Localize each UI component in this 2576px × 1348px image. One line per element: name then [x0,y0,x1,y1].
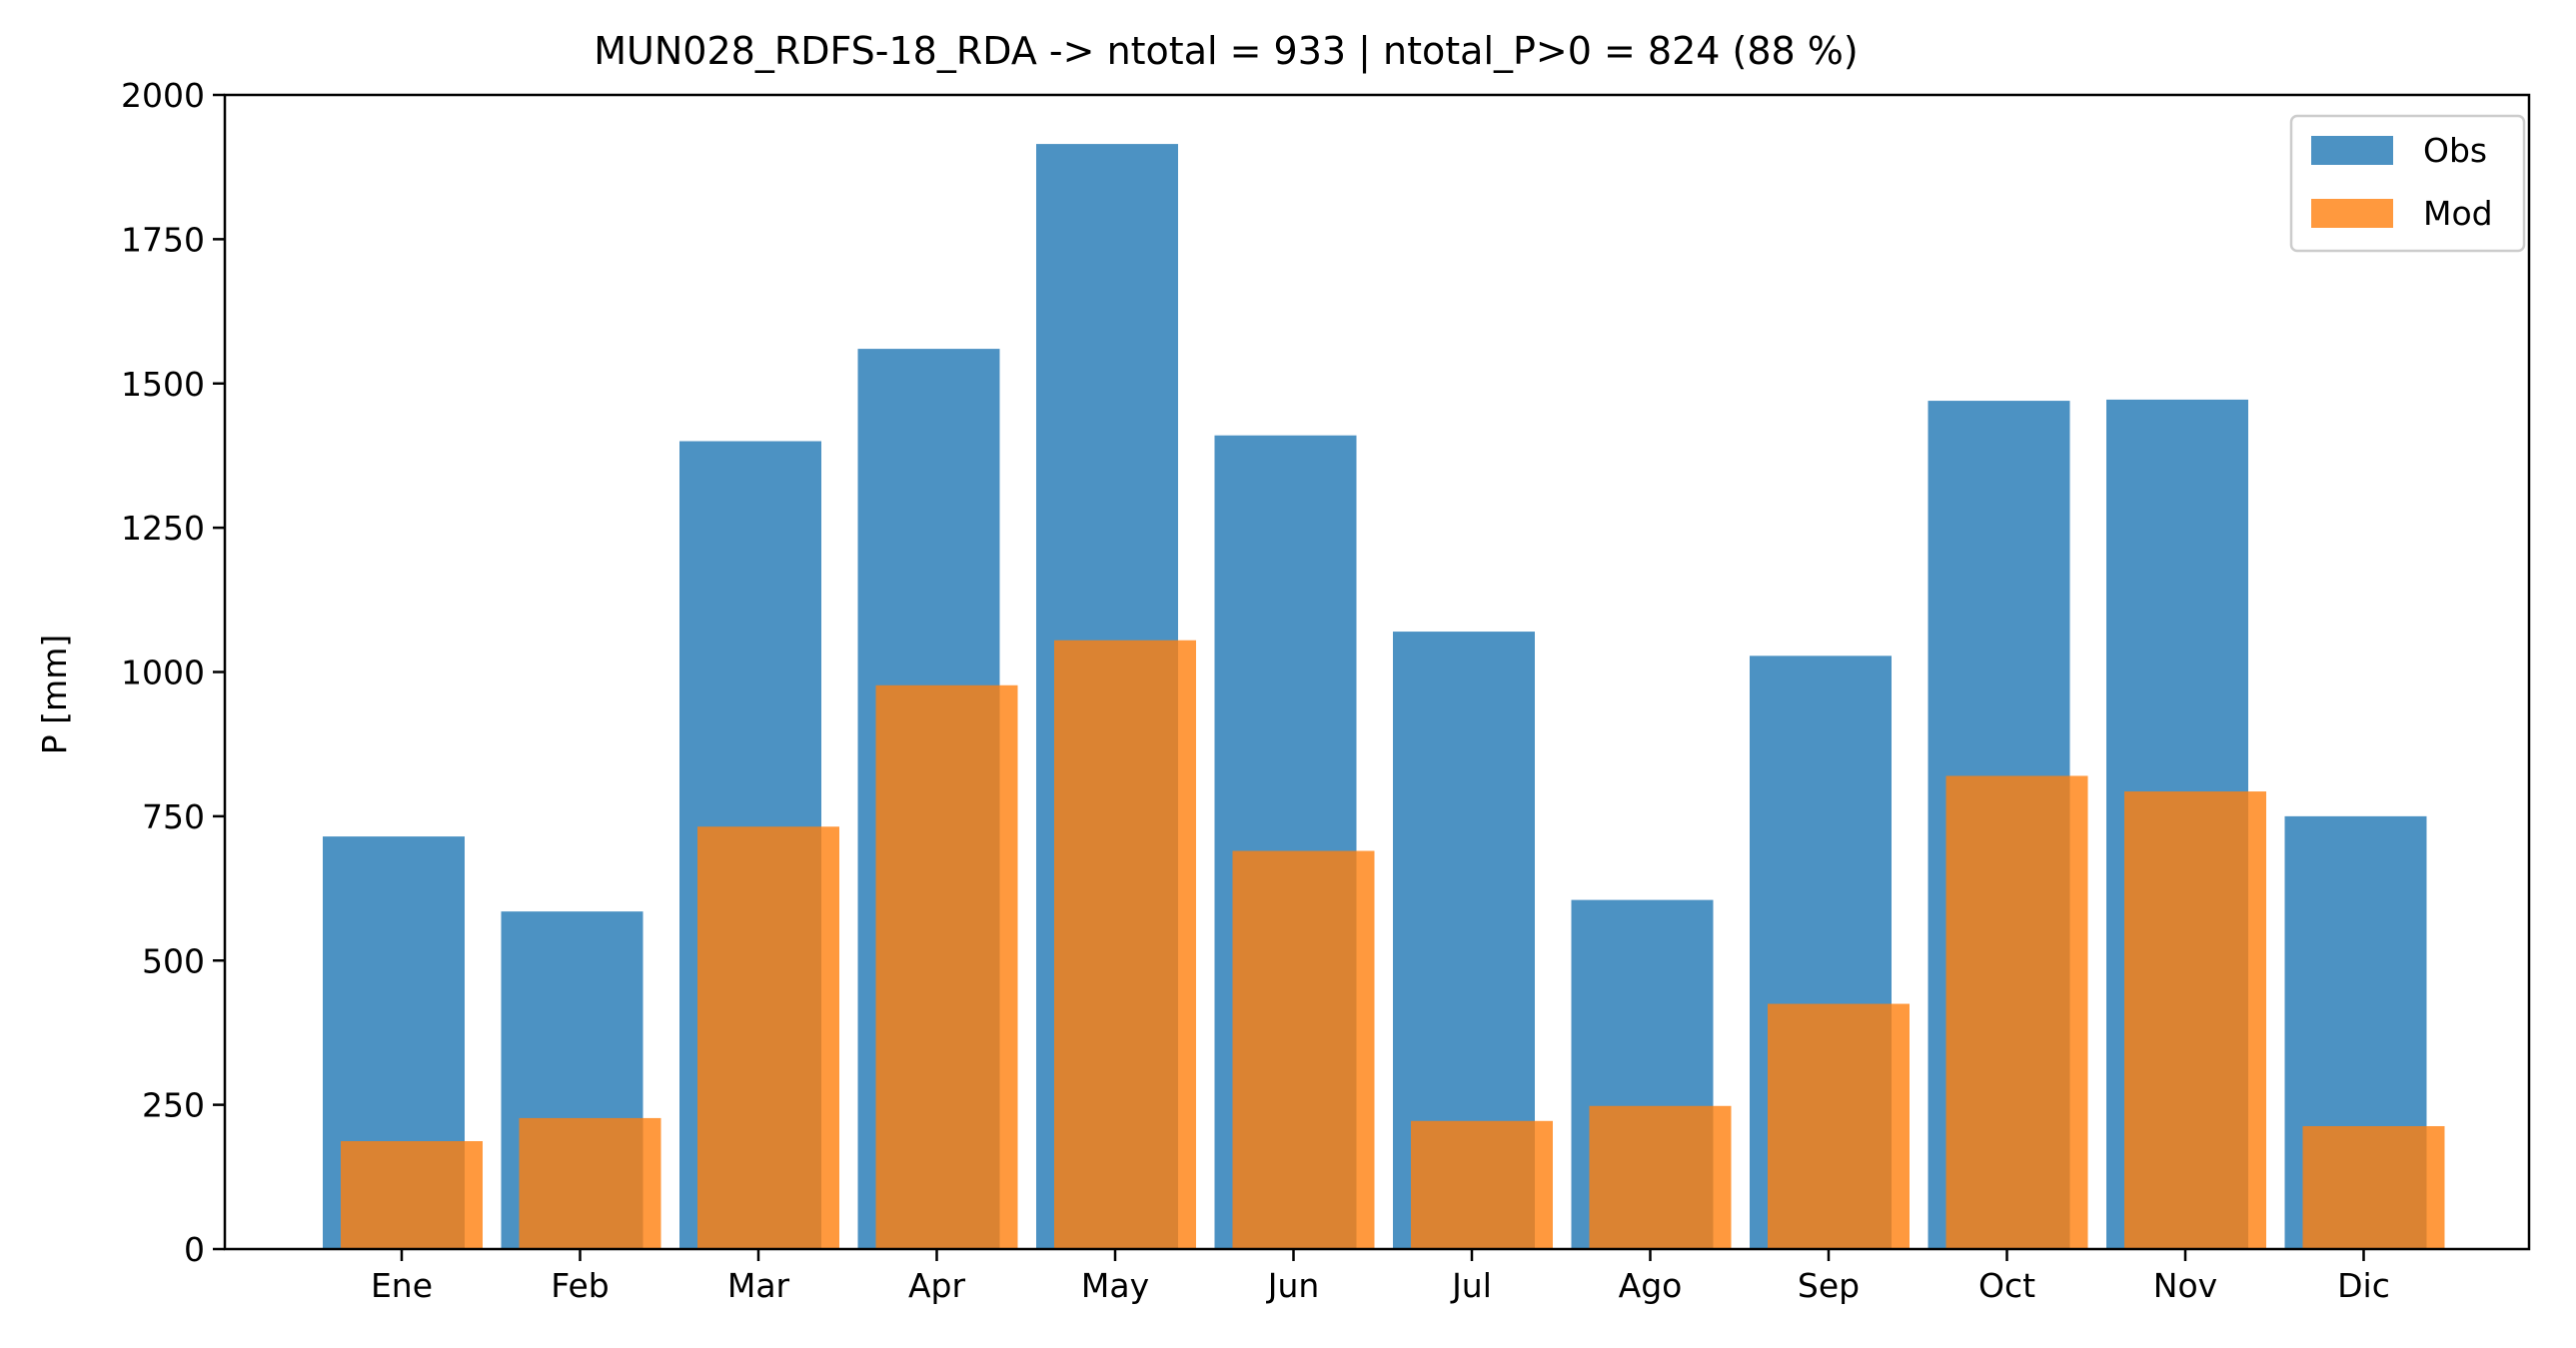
x-tick-label-mar: Mar [727,1266,790,1305]
bar-mod-feb [519,1117,661,1249]
bar-mod-may [1054,640,1196,1249]
x-tick-label-apr: Apr [908,1266,966,1305]
x-tick-label-oct: Oct [1978,1266,2035,1305]
y-tick-label: 500 [142,941,205,980]
y-tick-label: 1500 [121,365,205,404]
legend-label-mod: Mod [2423,194,2493,233]
legend-swatch-mod [2311,199,2393,228]
y-tick-label: 1250 [121,509,205,548]
y-tick-label: 2000 [121,76,205,115]
y-tick-label: 0 [184,1230,205,1269]
bar-mod-ene [341,1141,483,1249]
bar-mod-sep [1768,1003,1910,1249]
x-axis: Ene Feb Mar Apr May Jun Jul Ago Sep Oct Nov Dic [371,1249,2390,1305]
y-tick-label: 1750 [121,220,205,259]
bar-mod-mar [697,826,839,1249]
bar-mod-dic [2302,1125,2445,1249]
x-tick-label-jun: Jun [1266,1266,1320,1305]
y-tick-label: 750 [142,797,205,836]
bars-group [323,144,2445,1250]
y-axis-label: P [mm] [35,635,74,754]
legend: Obs Mod [2289,114,2526,253]
y-tick-label: 250 [142,1086,205,1125]
x-tick-label-dic: Dic [2337,1266,2390,1305]
x-tick-label-sep: Sep [1798,1266,1860,1305]
bar-mod-jul [1411,1120,1553,1249]
x-tick-label-ene: Ene [371,1266,433,1305]
x-tick-label-ago: Ago [1619,1266,1683,1305]
y-tick-label: 1000 [121,654,205,692]
x-tick-label-feb: Feb [551,1266,609,1305]
bar-mod-oct [1945,775,2088,1249]
x-tick-label-jul: Jul [1450,1266,1492,1305]
x-tick-label-nov: Nov [2153,1266,2217,1305]
legend-swatch-obs [2311,136,2393,165]
legend-label-obs: Obs [2423,131,2487,170]
bar-mod-ago [1589,1105,1732,1249]
y-axis: 0 250 500 750 1000 1250 1500 1750 2000 [121,76,225,1269]
bar-mod-jun [1232,850,1375,1249]
x-tick-label-may: May [1081,1266,1149,1305]
chart-title: MUN028_RDFS-18_RDA -> ntotal = 933 | nto… [594,29,1858,74]
bar-mod-apr [875,684,1018,1249]
bar-mod-nov [2124,791,2266,1249]
plot-frame [223,93,2531,1251]
